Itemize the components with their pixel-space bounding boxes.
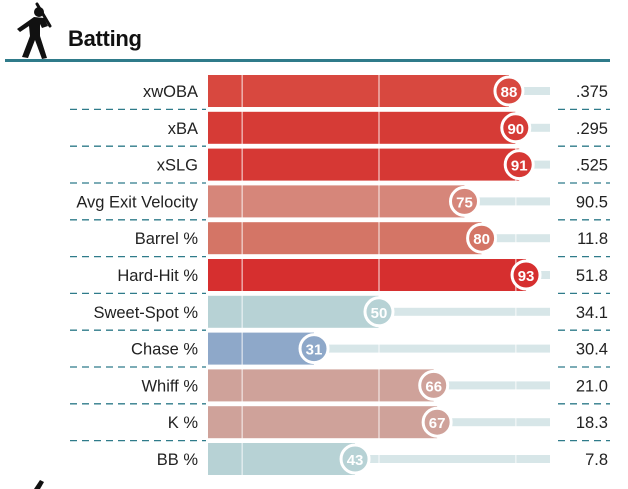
percentile-circle <box>449 185 480 217</box>
metric-value: 34.1 <box>576 304 608 322</box>
metric-value: 21.0 <box>576 377 608 395</box>
metric-label: xwOBA <box>143 83 198 101</box>
percentile-bar <box>208 222 482 255</box>
percentile-label: 50 <box>371 305 388 322</box>
percentile-label: 66 <box>425 378 442 395</box>
percentile-circle <box>418 369 450 401</box>
metric-value: 11.8 <box>577 230 608 248</box>
percentile-bar <box>208 259 527 291</box>
metric-label: Avg Exit Velocity <box>76 193 198 211</box>
percentile-circle <box>503 149 535 181</box>
metric-label: xSLG <box>157 157 198 175</box>
metric-label: Whiff % <box>141 377 198 395</box>
percentile-circle <box>500 112 532 144</box>
percentile-bar <box>208 443 356 475</box>
metric-label: BB % <box>157 451 199 469</box>
percentile-circle <box>339 443 371 475</box>
percentile-label: 91 <box>511 158 528 175</box>
metric-label: Sweet-Spot % <box>93 304 198 322</box>
percentile-circle <box>466 222 498 254</box>
metric-value: 18.3 <box>576 414 608 432</box>
section-header: Batting <box>0 0 628 62</box>
percentile-label: 93 <box>518 268 535 285</box>
percentile-circle <box>493 75 525 107</box>
percentile-circle <box>363 296 395 328</box>
percentile-bar <box>208 185 465 218</box>
batter-silhouette-partial-icon <box>34 480 44 489</box>
percentile-circle <box>510 259 542 291</box>
percentile-label: 90 <box>507 121 524 138</box>
percentile-label: 75 <box>456 194 473 211</box>
header-divider <box>5 59 610 62</box>
metric-value: 30.4 <box>576 341 608 359</box>
percentile-bar <box>208 75 509 107</box>
percentile-label: 67 <box>429 415 446 432</box>
percentile-bar <box>208 406 438 439</box>
percentile-label: 80 <box>473 231 490 248</box>
percentile-bar <box>208 295 379 328</box>
metric-value: .375 <box>576 83 608 101</box>
metric-label: xBA <box>168 120 198 138</box>
percentile-label: 88 <box>501 84 518 101</box>
percentile-label: 31 <box>306 342 323 359</box>
batter-silhouette-icon <box>17 2 52 59</box>
metric-label: Barrel % <box>135 230 199 248</box>
section-title: Batting <box>68 26 142 51</box>
percentile-label: 43 <box>347 452 364 469</box>
percentile-bar <box>208 369 434 402</box>
metric-value: 90.5 <box>576 193 608 211</box>
metric-value: .525 <box>576 157 608 175</box>
percentile-bar <box>208 148 520 181</box>
percentile-bar <box>208 332 315 365</box>
percentile-circle <box>421 406 453 438</box>
metric-label: Chase % <box>131 341 198 359</box>
metric-label: K % <box>168 414 199 432</box>
metric-value: 51.8 <box>576 267 608 285</box>
percentile-circle <box>298 333 330 365</box>
metric-value: .295 <box>576 120 608 138</box>
metric-label: Hard-Hit % <box>117 267 198 285</box>
metric-value: 7.8 <box>585 451 608 469</box>
percentile-bar <box>208 111 516 144</box>
